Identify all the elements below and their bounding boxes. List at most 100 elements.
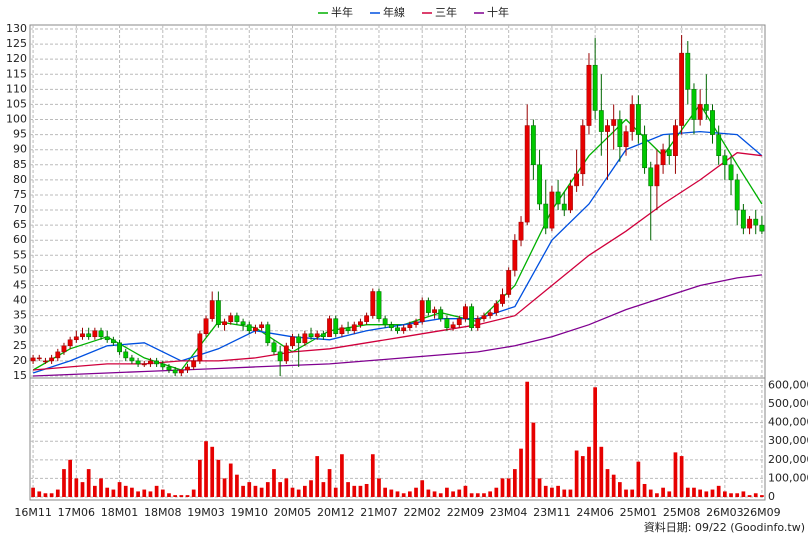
volume-bar bbox=[550, 487, 554, 497]
volume-bar bbox=[303, 485, 307, 497]
candle-body bbox=[697, 104, 703, 120]
volume-bar bbox=[457, 489, 462, 497]
volume-bar bbox=[123, 485, 128, 497]
candle-body bbox=[679, 52, 685, 126]
candle-body bbox=[73, 336, 79, 341]
candle-body bbox=[747, 218, 752, 229]
candle-body bbox=[586, 64, 592, 126]
volume-bar bbox=[661, 487, 665, 497]
y2-tick-label: 400,000 bbox=[768, 416, 808, 429]
candle-body bbox=[172, 369, 178, 374]
x-tick-label: 24M06 bbox=[576, 506, 614, 519]
candle-body bbox=[364, 315, 370, 322]
candle-body bbox=[463, 306, 468, 319]
candle-body bbox=[629, 104, 635, 132]
ma-line bbox=[32, 130, 763, 374]
y2-tick-label: 0 bbox=[768, 490, 775, 503]
volume-bar bbox=[494, 487, 499, 497]
volume-bar bbox=[525, 381, 530, 497]
volume-bar bbox=[593, 387, 597, 497]
y-tick-label: 15 bbox=[13, 369, 27, 382]
volume-bar bbox=[389, 489, 394, 497]
candle-body bbox=[376, 291, 382, 319]
volume-bar bbox=[68, 459, 72, 497]
y2-tick-label: 600,000 bbox=[768, 378, 808, 391]
y-tick-label: 20 bbox=[13, 354, 27, 367]
candle-body bbox=[80, 333, 85, 338]
x-tick-label: 21M07 bbox=[360, 506, 398, 519]
volume-bar bbox=[488, 491, 492, 497]
candle-body bbox=[49, 357, 55, 362]
candle-body bbox=[413, 321, 419, 325]
volume-bar bbox=[673, 452, 678, 497]
volume-bar bbox=[111, 489, 116, 497]
candle-body bbox=[617, 119, 623, 147]
volume-bar bbox=[747, 495, 752, 497]
y-tick-label: 40 bbox=[13, 294, 27, 307]
x-tick-label: 26M03 bbox=[706, 506, 744, 519]
volume-bar bbox=[587, 446, 591, 497]
volume-bar bbox=[321, 482, 326, 497]
x-tick-label: 19M10 bbox=[231, 506, 269, 519]
legend-label: 十年 bbox=[487, 5, 509, 19]
volume-bar bbox=[62, 469, 66, 497]
volume-bar bbox=[698, 489, 702, 497]
volume-bar bbox=[729, 493, 733, 497]
x-tick-label: 20M05 bbox=[274, 506, 312, 519]
volume-bar bbox=[741, 491, 746, 497]
volume-bar bbox=[272, 469, 276, 497]
volume-bar bbox=[93, 485, 97, 497]
candle-body bbox=[438, 309, 444, 319]
candle-body bbox=[419, 300, 425, 322]
volume-bar bbox=[265, 482, 270, 497]
candle-body bbox=[716, 134, 722, 156]
volume-bar bbox=[37, 491, 42, 497]
volume-bar bbox=[185, 495, 190, 497]
candle-body bbox=[506, 270, 512, 295]
volume-bar bbox=[475, 493, 480, 497]
candle-body bbox=[623, 131, 629, 147]
candle-body bbox=[487, 312, 493, 316]
volume-bar bbox=[500, 478, 505, 497]
candle-body bbox=[642, 134, 647, 169]
volume-bar bbox=[704, 491, 709, 497]
candle-body bbox=[660, 149, 666, 166]
candle-body bbox=[574, 173, 580, 187]
candle-body bbox=[333, 318, 339, 335]
candle-body bbox=[148, 360, 153, 365]
y-tick-label: 25 bbox=[13, 339, 27, 352]
candle-body bbox=[481, 315, 487, 319]
volume-bar bbox=[358, 485, 363, 497]
candle-body bbox=[401, 327, 407, 331]
candle-body bbox=[685, 52, 691, 90]
candle-body bbox=[160, 363, 166, 368]
candle-body bbox=[240, 321, 246, 325]
y-tick-label: 90 bbox=[13, 143, 27, 156]
candle-body bbox=[759, 224, 765, 232]
candle-body bbox=[666, 149, 672, 156]
volume-bar bbox=[105, 487, 110, 497]
volume-bar bbox=[346, 482, 350, 497]
candle-body bbox=[580, 125, 586, 175]
volume-bar bbox=[31, 487, 35, 497]
volume-bar bbox=[451, 491, 455, 497]
candle-body bbox=[500, 294, 505, 304]
candle-body bbox=[524, 125, 530, 223]
candle-body bbox=[537, 164, 542, 205]
candle-body bbox=[92, 330, 98, 338]
candle-body bbox=[395, 327, 400, 331]
volume-bar bbox=[426, 489, 431, 497]
volume-bar bbox=[519, 448, 523, 497]
y-tick-label: 95 bbox=[13, 128, 27, 141]
candle-body bbox=[55, 351, 61, 359]
volume-bar bbox=[55, 489, 60, 497]
y2-tick-label: 300,000 bbox=[768, 434, 808, 447]
volume-bar bbox=[284, 478, 289, 497]
candle-body bbox=[86, 333, 92, 338]
volume-bar bbox=[753, 493, 758, 497]
y-tick-label: 115 bbox=[6, 67, 27, 80]
volume-bar bbox=[482, 493, 486, 497]
y-tick-label: 30 bbox=[13, 324, 27, 337]
candle-body bbox=[277, 351, 283, 362]
y-tick-label: 105 bbox=[6, 97, 27, 110]
